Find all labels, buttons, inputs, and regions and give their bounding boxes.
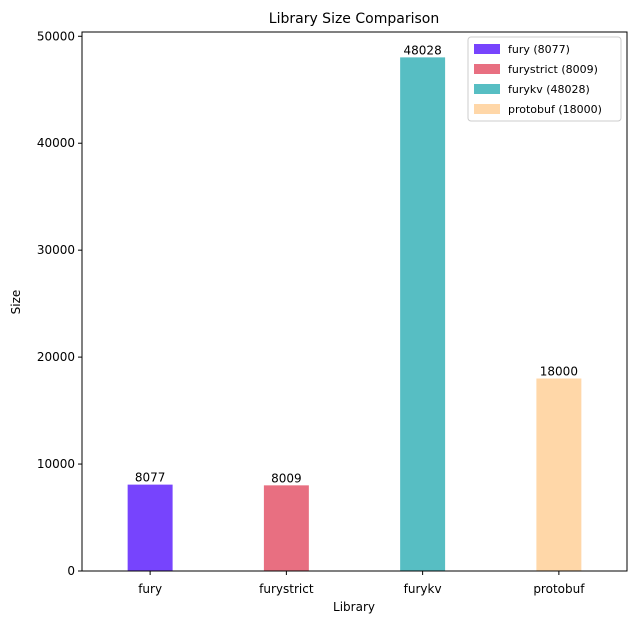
x-ticks-group: fury furystrict furykv protobuf bbox=[138, 571, 585, 596]
x-tick-label-furykv: furykv bbox=[404, 582, 442, 596]
y-axis-label: Size bbox=[9, 290, 23, 315]
bar-labels-group: 8077 8009 48028 18000 bbox=[135, 43, 578, 485]
y-tick-label: 10000 bbox=[37, 457, 75, 471]
legend-swatch-fury bbox=[474, 44, 500, 54]
legend-frame bbox=[467, 36, 622, 122]
legend-swatch-furykv bbox=[474, 84, 500, 94]
bar-fury bbox=[127, 484, 173, 571]
x-tick-label-fury: fury bbox=[138, 582, 162, 596]
bar-furykv bbox=[400, 57, 446, 571]
plot-frame bbox=[81, 31, 628, 572]
x-tick-label-protobuf: protobuf bbox=[533, 582, 585, 596]
legend-label-protobuf: protobuf (18000) bbox=[508, 103, 602, 116]
bar-protobuf bbox=[536, 378, 582, 571]
bar-value-label-protobuf: 18000 bbox=[540, 365, 578, 379]
y-tick-label: 0 bbox=[67, 564, 75, 578]
legend-swatch-furystrict bbox=[474, 64, 500, 74]
legend: fury (8077) furystrict (8009) furykv (4802… bbox=[467, 36, 622, 122]
chart-title: Library Size Comparison bbox=[269, 11, 439, 27]
legend-label-furykv: furykv (48028) bbox=[508, 83, 590, 96]
legend-swatch-protobuf bbox=[474, 104, 500, 114]
legend-label-furystrict: furystrict (8009) bbox=[508, 63, 598, 76]
y-tick-label: 50000 bbox=[37, 29, 75, 43]
x-axis-label: Library bbox=[333, 600, 375, 614]
x-tick-label-furystrict: furystrict bbox=[259, 582, 314, 596]
y-ticks-group: 0 10000 20000 30000 40000 50000 bbox=[37, 29, 82, 578]
y-tick-label: 40000 bbox=[37, 136, 75, 150]
bars-group bbox=[127, 57, 582, 571]
bar-value-label-fury: 8077 bbox=[135, 471, 166, 485]
y-tick-label: 30000 bbox=[37, 243, 75, 257]
bar-furystrict bbox=[263, 485, 309, 571]
bar-value-label-furykv: 48028 bbox=[404, 43, 442, 57]
bar-value-label-furystrict: 8009 bbox=[271, 471, 302, 485]
y-tick-label: 20000 bbox=[37, 350, 75, 364]
legend-label-fury: fury (8077) bbox=[508, 43, 570, 56]
